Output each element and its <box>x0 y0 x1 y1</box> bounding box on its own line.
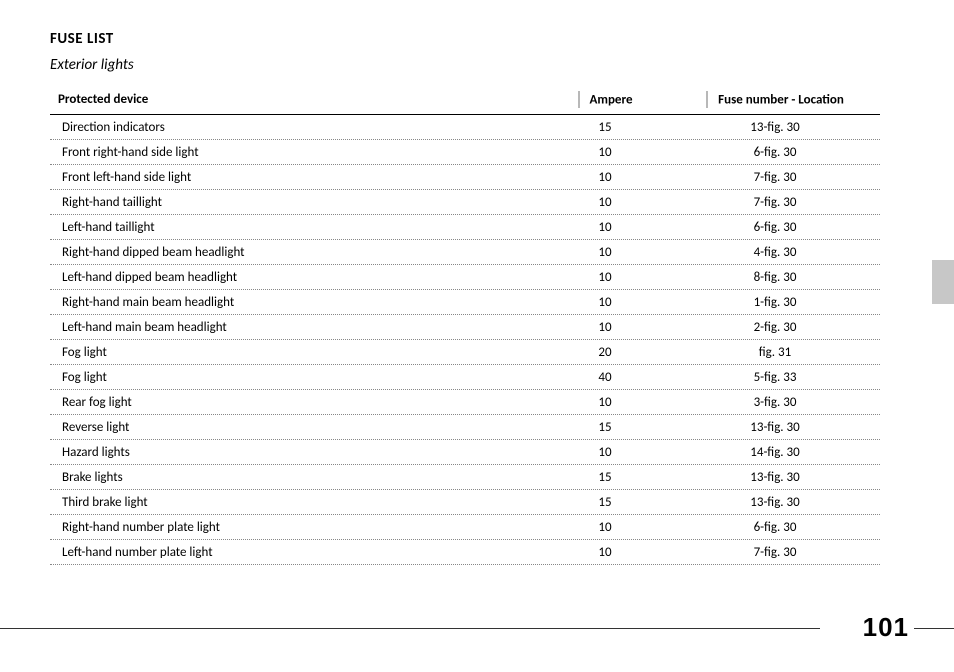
cell-ampere: 10 <box>540 320 670 335</box>
cell-location: 13-fig. 30 <box>670 470 880 485</box>
cell-location: 14-fig. 30 <box>670 445 880 460</box>
cell-ampere: 10 <box>540 195 670 210</box>
cell-location: 3-fig. 30 <box>670 395 880 410</box>
cell-ampere: 40 <box>540 370 670 385</box>
cell-location: 7-fig. 30 <box>670 170 880 185</box>
table-row: Right-hand number plate light106-fig. 30 <box>50 515 880 540</box>
cell-ampere: 10 <box>540 545 670 560</box>
table-row: Brake lights1513-fig. 30 <box>50 465 880 490</box>
cell-ampere: 10 <box>540 220 670 235</box>
table-row: Reverse light1513-fig. 30 <box>50 415 880 440</box>
cell-location: fig. 31 <box>670 345 880 360</box>
cell-location: 6-fig. 30 <box>670 520 880 535</box>
cell-location: 5-fig. 33 <box>670 370 880 385</box>
cell-device: Left-hand main beam headlight <box>50 320 540 335</box>
cell-device: Front left-hand side light <box>50 170 540 185</box>
table-row: Front left-hand side light107-fig. 30 <box>50 165 880 190</box>
footer-rule-right <box>914 628 954 629</box>
side-tab <box>932 260 954 304</box>
cell-location: 6-fig. 30 <box>670 145 880 160</box>
cell-device: Right-hand main beam headlight <box>50 295 540 310</box>
cell-ampere: 20 <box>540 345 670 360</box>
cell-location: 7-fig. 30 <box>670 195 880 210</box>
cell-device: Fog light <box>50 370 540 385</box>
table-row: Hazard lights1014-fig. 30 <box>50 440 880 465</box>
table-row: Right-hand taillight107-fig. 30 <box>50 190 880 215</box>
table-row: Left-hand taillight106-fig. 30 <box>50 215 880 240</box>
cell-ampere: 10 <box>540 270 670 285</box>
cell-ampere: 15 <box>540 420 670 435</box>
cell-device: Direction indicators <box>50 120 540 135</box>
cell-device: Fog light <box>50 345 540 360</box>
cell-ampere: 15 <box>540 120 670 135</box>
cell-ampere: 10 <box>540 395 670 410</box>
cell-location: 6-fig. 30 <box>670 220 880 235</box>
cell-device: Rear fog light <box>50 395 540 410</box>
page-number: 101 <box>863 612 909 643</box>
cell-ampere: 10 <box>540 445 670 460</box>
footer-rule-left <box>0 628 820 629</box>
cell-location: 7-fig. 30 <box>670 545 880 560</box>
cell-ampere: 10 <box>540 520 670 535</box>
cell-ampere: 15 <box>540 470 670 485</box>
page-subtitle: Exterior lights <box>50 56 904 74</box>
cell-device: Right-hand dipped beam headlight <box>50 245 540 260</box>
table-row: Direction indicators1513-fig. 30 <box>50 115 880 140</box>
cell-location: 13-fig. 30 <box>670 495 880 510</box>
cell-device: Left-hand taillight <box>50 220 540 235</box>
col-header-location: Fuse number - Location <box>670 92 880 109</box>
cell-ampere: 10 <box>540 145 670 160</box>
table-row: Front right-hand side light106-fig. 30 <box>50 140 880 165</box>
col-separator-icon <box>578 91 580 108</box>
cell-device: Third brake light <box>50 495 540 510</box>
cell-ampere: 10 <box>540 245 670 260</box>
cell-ampere: 10 <box>540 295 670 310</box>
cell-device: Reverse light <box>50 420 540 435</box>
cell-device: Front right-hand side light <box>50 145 540 160</box>
fuse-table: Protected device Ampere Fuse number - Lo… <box>50 92 880 565</box>
cell-ampere: 15 <box>540 495 670 510</box>
cell-location: 4-fig. 30 <box>670 245 880 260</box>
cell-device: Brake lights <box>50 470 540 485</box>
cell-ampere: 10 <box>540 170 670 185</box>
cell-location: 1-fig. 30 <box>670 295 880 310</box>
table-row: Fog light20fig. 31 <box>50 340 880 365</box>
col-separator-icon <box>706 91 708 108</box>
cell-device: Right-hand taillight <box>50 195 540 210</box>
cell-location: 13-fig. 30 <box>670 120 880 135</box>
table-row: Left-hand dipped beam headlight108-fig. … <box>50 265 880 290</box>
table-header-row: Protected device Ampere Fuse number - Lo… <box>50 92 880 115</box>
cell-device: Right-hand number plate light <box>50 520 540 535</box>
cell-location: 2-fig. 30 <box>670 320 880 335</box>
cell-location: 8-fig. 30 <box>670 270 880 285</box>
cell-device: Left-hand dipped beam headlight <box>50 270 540 285</box>
table-row: Right-hand dipped beam headlight104-fig.… <box>50 240 880 265</box>
table-row: Right-hand main beam headlight101-fig. 3… <box>50 290 880 315</box>
col-header-device: Protected device <box>50 92 540 109</box>
document-page: FUSE LIST Exterior lights Protected devi… <box>0 0 954 672</box>
cell-device: Left-hand number plate light <box>50 545 540 560</box>
table-row: Left-hand number plate light107-fig. 30 <box>50 540 880 565</box>
page-footer: 101 <box>0 612 954 642</box>
table-row: Fog light405-fig. 33 <box>50 365 880 390</box>
table-row: Left-hand main beam headlight102-fig. 30 <box>50 315 880 340</box>
cell-device: Hazard lights <box>50 445 540 460</box>
page-title: FUSE LIST <box>50 30 904 48</box>
cell-location: 13-fig. 30 <box>670 420 880 435</box>
col-header-ampere: Ampere <box>540 92 670 109</box>
table-body: Direction indicators1513-fig. 30Front ri… <box>50 115 880 565</box>
table-row: Third brake light1513-fig. 30 <box>50 490 880 515</box>
table-row: Rear fog light103-fig. 30 <box>50 390 880 415</box>
